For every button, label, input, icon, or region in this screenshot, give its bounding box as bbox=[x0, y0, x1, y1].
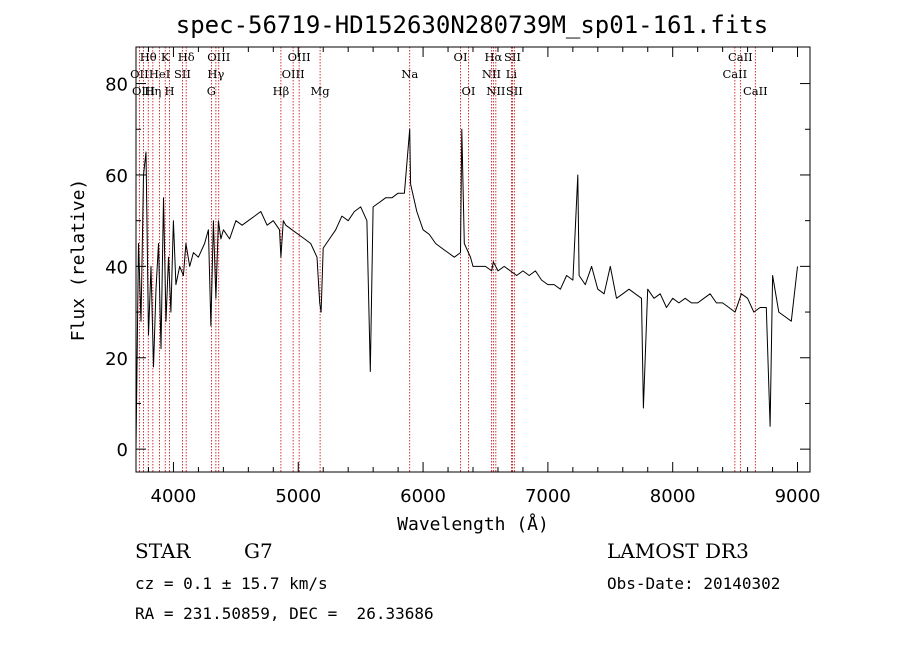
x-tick-label-1: 5000 bbox=[275, 486, 321, 507]
line-label-8: SII bbox=[174, 67, 191, 81]
line-label-4: HeI bbox=[149, 67, 170, 81]
x-tick-label-0: 4000 bbox=[151, 486, 197, 507]
line-label-14: Hβ bbox=[273, 84, 290, 98]
object-subclass: G7 bbox=[244, 539, 273, 563]
line-label-27: CaII bbox=[743, 84, 768, 98]
line-label-11: G bbox=[207, 84, 216, 98]
y-tick-label-1: 20 bbox=[105, 349, 128, 370]
line-label-19: Hα bbox=[484, 50, 502, 64]
line-label-2: OIII bbox=[132, 84, 155, 98]
x-tick-label-2: 6000 bbox=[400, 486, 446, 507]
line-label-26: CaII bbox=[722, 67, 747, 81]
redshift-text: cz = 0.1 ± 15.7 km/s bbox=[135, 574, 328, 593]
y-axis-ticks: 0 20 40 60 80 bbox=[105, 75, 810, 461]
line-label-3: K bbox=[161, 50, 170, 64]
spectrum-line-0 bbox=[135, 128, 798, 450]
line-label-0: Hθ bbox=[140, 50, 157, 64]
obs-date: Obs-Date: 20140302 bbox=[607, 574, 780, 593]
spectral-line-markers bbox=[138, 47, 756, 472]
y-tick-label-0: 0 bbox=[117, 440, 128, 461]
line-label-16: Na bbox=[401, 67, 418, 81]
line-label-1: OII bbox=[130, 67, 149, 81]
line-label-18: OI bbox=[462, 84, 476, 98]
line-label-12: OIII bbox=[288, 50, 311, 64]
y-tick-label-3: 60 bbox=[105, 166, 128, 187]
line-label-15: Mg bbox=[311, 84, 331, 98]
y-tick-label-2: 40 bbox=[105, 257, 128, 278]
survey-name: LAMOST DR3 bbox=[607, 539, 749, 563]
line-label-6: H bbox=[165, 84, 175, 98]
line-label-17: OI bbox=[454, 50, 468, 64]
y-axis-label: Flux (relative) bbox=[68, 179, 89, 342]
plot-frame bbox=[135, 46, 811, 473]
line-label-7: Hδ bbox=[178, 50, 195, 64]
x-tick-label-3: 7000 bbox=[525, 486, 571, 507]
x-axis-label: Wavelength (Å) bbox=[397, 513, 549, 535]
line-label-20: SII bbox=[504, 50, 521, 64]
x-tick-label-4: 8000 bbox=[650, 486, 696, 507]
line-label-23: NII bbox=[486, 84, 505, 98]
object-class: STAR bbox=[135, 539, 191, 563]
line-label-24: SII bbox=[506, 84, 523, 98]
line-label-13: OIII bbox=[282, 67, 305, 81]
x-tick-label-5: 9000 bbox=[775, 486, 821, 507]
line-label-25: CaII bbox=[728, 50, 753, 64]
spectrum-series bbox=[135, 128, 798, 450]
coordinates-text: RA = 231.50859, DEC = 26.33686 bbox=[135, 604, 434, 623]
line-label-5: Hη bbox=[144, 84, 161, 98]
spectral-line-labels: Hθ OII OIII K HeI Hη H Hδ SII OIII Hγ G OIII OIII Hβ Mg… bbox=[130, 50, 768, 98]
line-label-9: OIII bbox=[207, 50, 230, 64]
y-tick-label-4: 80 bbox=[105, 75, 128, 96]
line-label-21: NII bbox=[482, 67, 501, 81]
line-label-22: Li bbox=[506, 67, 518, 81]
chart-title: spec-56719-HD152630N280739M_sp01-161.fit… bbox=[176, 11, 768, 39]
x-axis-ticks: 4000 5000 6000 7000 8000 9000 bbox=[147, 47, 821, 507]
line-label-10: Hγ bbox=[207, 67, 224, 81]
